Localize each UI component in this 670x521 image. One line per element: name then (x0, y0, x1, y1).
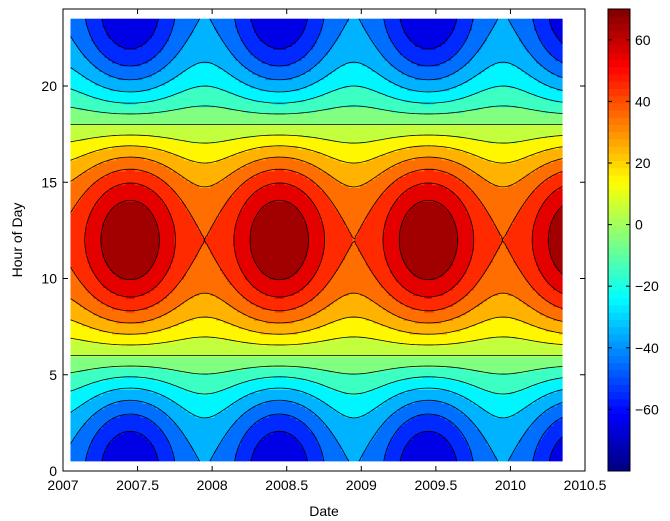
contour-fill (70, 19, 563, 462)
